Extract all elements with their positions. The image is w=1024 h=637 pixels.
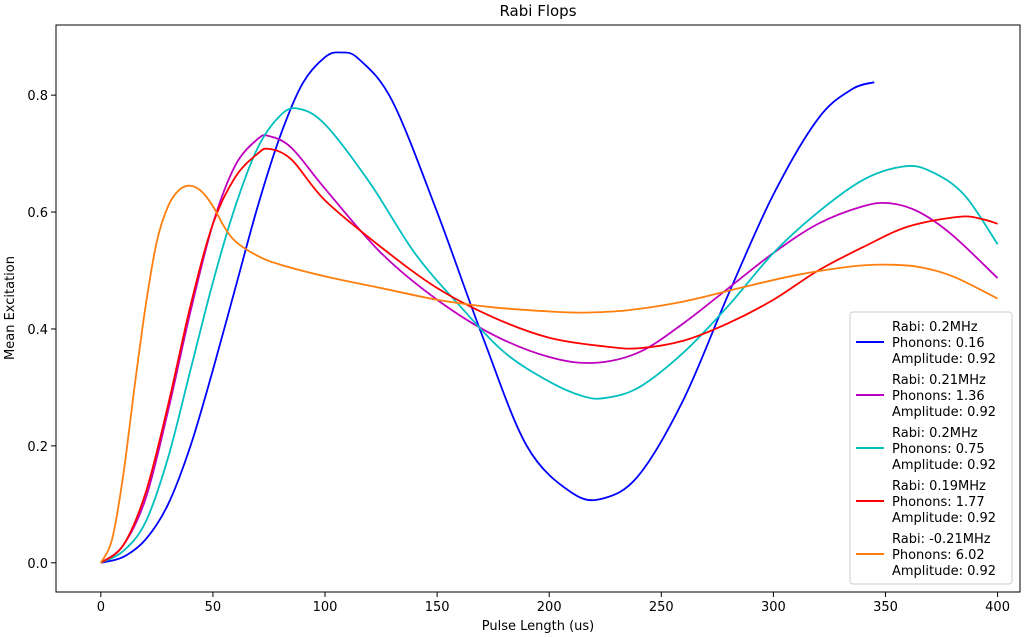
legend-label-2: Rabi: 0.2MHz	[892, 426, 978, 441]
x-tick-label: 100	[313, 600, 338, 615]
x-tick-label: 350	[873, 600, 898, 615]
y-axis-label: Mean Excitation	[3, 256, 18, 360]
legend-label-2: Phonons: 0.75	[892, 442, 985, 457]
legend-label-4: Rabi: -0.21MHz	[892, 532, 991, 547]
x-tick-label: 400	[985, 600, 1010, 615]
legend-label-0: Phonons: 0.16	[892, 336, 985, 351]
x-tick-label: 50	[205, 600, 222, 615]
legend-label-1: Rabi: 0.21MHz	[892, 373, 986, 388]
legend-label-0: Amplitude: 0.92	[892, 352, 996, 367]
legend-label-3: Amplitude: 0.92	[892, 511, 996, 526]
legend-label-3: Phonons: 1.77	[892, 495, 985, 510]
x-axis-ticks: 0 50 100 150 200 250 300 350 400	[97, 592, 1010, 615]
y-tick-label: 0.4	[27, 323, 48, 338]
legend-label-1: Phonons: 1.36	[892, 389, 985, 404]
x-axis-label: Pulse Length (us)	[482, 619, 595, 634]
legend-label-3: Rabi: 0.19MHz	[892, 479, 986, 494]
x-tick-label: 200	[537, 600, 562, 615]
plot-area	[100, 51, 999, 564]
series-line-2	[100, 107, 999, 564]
y-axis-ticks: 0.0 0.2 0.4 0.6 0.8	[27, 89, 56, 572]
legend-label-1: Amplitude: 0.92	[892, 405, 996, 420]
y-tick-label: 0.8	[27, 89, 48, 104]
x-tick-label: 150	[425, 600, 450, 615]
legend-label-0: Rabi: 0.2MHz	[892, 320, 978, 335]
y-tick-label: 0.6	[27, 206, 48, 221]
legend-label-4: Phonons: 6.02	[892, 548, 985, 563]
legend-label-4: Amplitude: 0.92	[892, 564, 996, 579]
x-tick-label: 250	[649, 600, 674, 615]
series-line-4	[100, 184, 998, 564]
axes-frame	[55, 24, 1021, 593]
y-tick-label: 0.2	[27, 440, 48, 455]
x-tick-label: 0	[97, 600, 105, 615]
x-tick-label: 300	[761, 600, 786, 615]
series-line-3	[100, 147, 998, 564]
y-tick-label: 0.0	[27, 557, 48, 572]
chart-title: Rabi Flops	[499, 2, 576, 20]
series-line-0	[100, 51, 875, 564]
legend-label-2: Amplitude: 0.92	[892, 458, 996, 473]
legend-box	[849, 311, 1013, 585]
